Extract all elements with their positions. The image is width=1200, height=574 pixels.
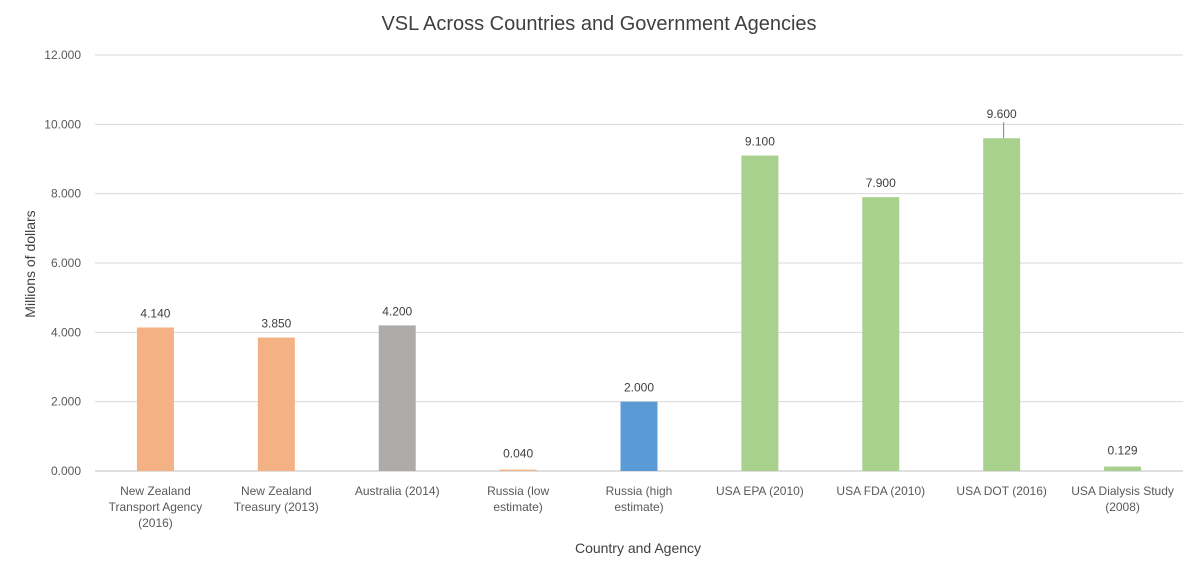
y-tick-label: 12.000 (44, 48, 81, 62)
data-label: 0.040 (503, 447, 533, 461)
data-label: 9.100 (745, 135, 775, 149)
x-tick-label: USA EPA (2010) (716, 484, 804, 498)
bar (741, 155, 779, 472)
y-axis-ticks: 0.000 2.000 4.000 6.000 8.000 10.000 12.000 (44, 48, 81, 478)
bar (983, 138, 1021, 471)
data-label: 0.129 (1108, 444, 1138, 458)
x-axis-label: Country and Agency (575, 540, 701, 556)
data-label: 4.140 (140, 306, 170, 320)
x-axis-ticks: New Zealand Transport Agency (2016) New Zea… (109, 484, 1174, 530)
data-label: 9.600 (987, 107, 1017, 121)
y-tick-label: 0.000 (51, 464, 81, 478)
x-tick-label: Australia (2014) (355, 484, 440, 498)
x-tick-label: USA Dialysis Study (2008) (1071, 484, 1174, 514)
bar (499, 469, 537, 471)
chart-title: VSL Across Countries and Government Agen… (381, 13, 816, 35)
y-tick-label: 4.000 (51, 325, 81, 339)
data-label: 4.200 (382, 304, 412, 318)
bar (1104, 466, 1142, 471)
y-tick-label: 10.000 (44, 117, 81, 131)
x-tick-label: New Zealand Transport Agency (2016) (109, 484, 203, 530)
y-tick-label: 6.000 (51, 256, 81, 270)
bar (136, 327, 174, 471)
bar (620, 401, 658, 471)
x-tick-label: USA FDA (2010) (836, 484, 925, 498)
bar (862, 197, 900, 471)
y-tick-label: 2.000 (51, 395, 81, 409)
y-tick-label: 8.000 (51, 187, 81, 201)
x-tick-label: USA DOT (2016) (956, 484, 1046, 498)
x-tick-label: Russia (high estimate) (606, 484, 673, 514)
data-labels: 4.140 3.850 4.200 0.040 2.000 9.100 7.900 9.600… (140, 107, 1137, 460)
data-label: 2.000 (624, 381, 654, 395)
bars (136, 138, 1142, 472)
bar (257, 337, 295, 471)
x-tick-label: New Zealand Treasury (2013) (234, 484, 319, 514)
x-tick-label: Russia (low estimate) (487, 484, 549, 514)
bar (378, 325, 416, 471)
y-axis-label: Millions of dollars (22, 210, 38, 317)
data-label: 3.850 (261, 317, 291, 331)
data-label: 7.900 (866, 176, 896, 190)
